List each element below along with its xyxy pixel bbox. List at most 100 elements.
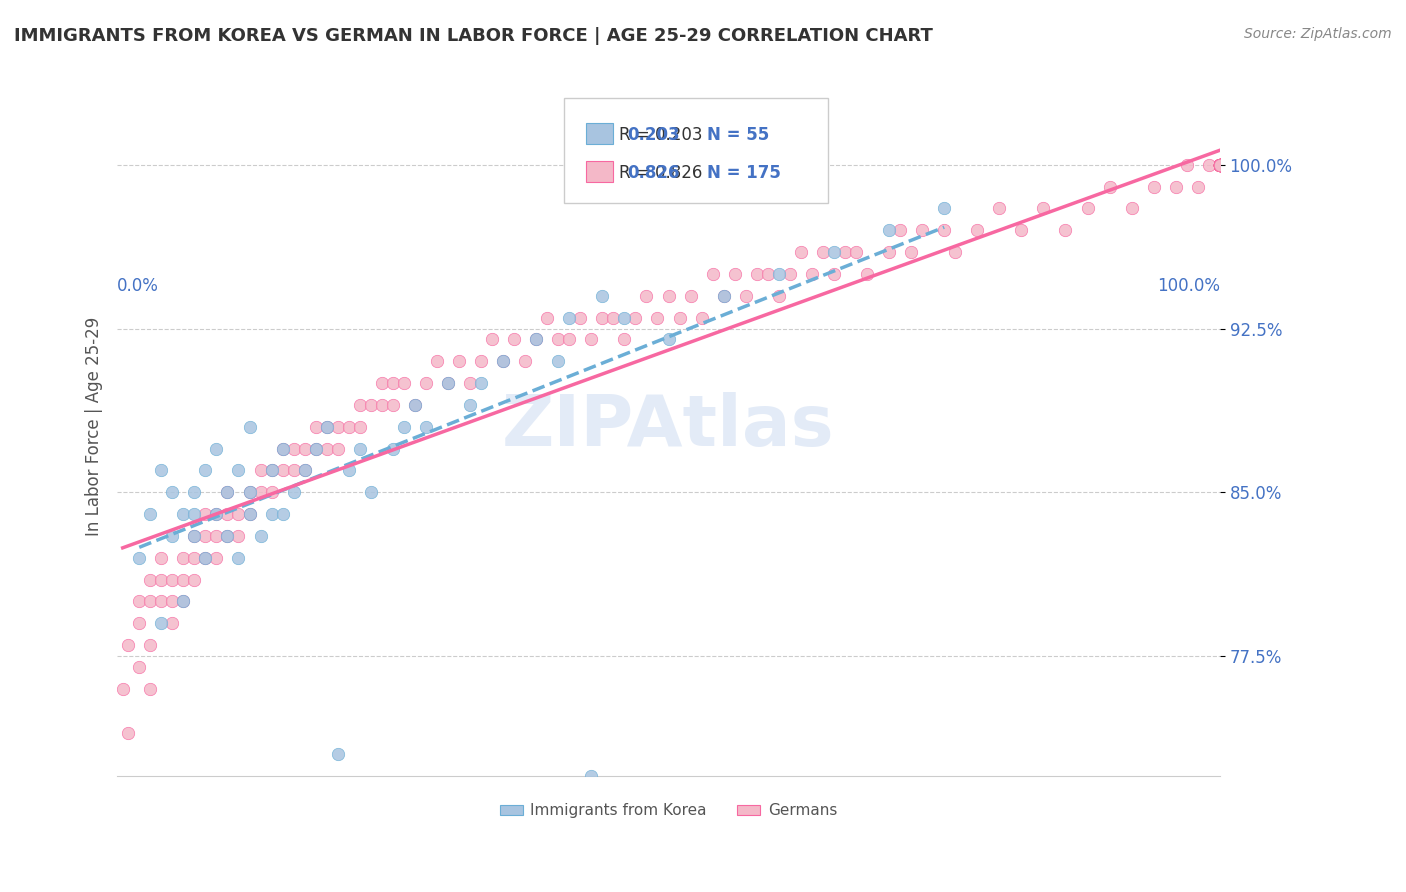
Point bbox=[349, 398, 371, 412]
Point bbox=[337, 463, 360, 477]
Point bbox=[260, 463, 283, 477]
Point bbox=[326, 442, 349, 456]
Point bbox=[1209, 158, 1232, 172]
Point bbox=[966, 223, 988, 237]
Point bbox=[1209, 158, 1232, 172]
Point bbox=[183, 485, 205, 500]
Point bbox=[1209, 158, 1232, 172]
Point bbox=[162, 594, 184, 608]
Point bbox=[381, 398, 404, 412]
Point bbox=[1164, 179, 1187, 194]
Point bbox=[1209, 158, 1232, 172]
Point bbox=[162, 529, 184, 543]
Point bbox=[1209, 158, 1232, 172]
Point bbox=[1121, 202, 1143, 216]
Point bbox=[657, 289, 679, 303]
Point bbox=[1209, 158, 1232, 172]
Point bbox=[238, 485, 260, 500]
Point bbox=[294, 463, 316, 477]
Point bbox=[1209, 158, 1232, 172]
FancyBboxPatch shape bbox=[586, 123, 613, 144]
Point bbox=[326, 419, 349, 434]
Text: R = 0.203: R = 0.203 bbox=[619, 126, 703, 144]
Point bbox=[315, 419, 337, 434]
Point bbox=[139, 638, 162, 652]
Point bbox=[1143, 179, 1166, 194]
Point bbox=[305, 442, 328, 456]
Point bbox=[856, 267, 879, 281]
Text: 0.0%: 0.0% bbox=[117, 277, 159, 294]
Point bbox=[1209, 158, 1232, 172]
Point bbox=[800, 267, 823, 281]
Point bbox=[228, 550, 250, 565]
Point bbox=[128, 594, 150, 608]
Point bbox=[1209, 158, 1232, 172]
Point bbox=[581, 769, 603, 783]
Point bbox=[150, 573, 173, 587]
Point bbox=[1209, 158, 1232, 172]
Point bbox=[1209, 158, 1232, 172]
Point bbox=[1209, 158, 1232, 172]
Point bbox=[668, 310, 690, 325]
Point bbox=[271, 442, 294, 456]
FancyBboxPatch shape bbox=[586, 161, 613, 182]
Point bbox=[613, 310, 636, 325]
Point bbox=[768, 289, 790, 303]
Point bbox=[823, 267, 845, 281]
Point bbox=[811, 245, 834, 260]
Point bbox=[139, 594, 162, 608]
Point bbox=[481, 333, 503, 347]
Point bbox=[1209, 158, 1232, 172]
Point bbox=[1209, 158, 1232, 172]
Point bbox=[1209, 158, 1232, 172]
Point bbox=[183, 573, 205, 587]
Point bbox=[547, 333, 569, 347]
Point bbox=[238, 507, 260, 521]
Point bbox=[150, 463, 173, 477]
Point bbox=[547, 354, 569, 368]
Point bbox=[1010, 223, 1032, 237]
Point bbox=[349, 419, 371, 434]
Point bbox=[194, 507, 217, 521]
Point bbox=[360, 398, 382, 412]
Point bbox=[150, 594, 173, 608]
Point bbox=[172, 573, 194, 587]
Point bbox=[877, 245, 900, 260]
Point bbox=[447, 354, 470, 368]
Point bbox=[360, 485, 382, 500]
Point bbox=[1209, 158, 1232, 172]
Point bbox=[1209, 158, 1232, 172]
Point bbox=[823, 245, 845, 260]
Point bbox=[1209, 158, 1232, 172]
Point bbox=[217, 507, 239, 521]
Point bbox=[111, 681, 134, 696]
Point bbox=[205, 442, 228, 456]
Text: ZIPAtlas: ZIPAtlas bbox=[502, 392, 835, 461]
Point bbox=[1209, 158, 1232, 172]
Point bbox=[217, 529, 239, 543]
Point bbox=[349, 442, 371, 456]
Point bbox=[1209, 158, 1232, 172]
Point bbox=[934, 223, 956, 237]
Point bbox=[1187, 179, 1209, 194]
Point bbox=[1209, 158, 1232, 172]
Point bbox=[988, 202, 1011, 216]
Point bbox=[1209, 158, 1232, 172]
FancyBboxPatch shape bbox=[564, 98, 828, 203]
Point bbox=[1209, 158, 1232, 172]
Point bbox=[162, 485, 184, 500]
Point bbox=[1209, 158, 1232, 172]
Point bbox=[139, 681, 162, 696]
Point bbox=[404, 398, 426, 412]
Text: 0.203: 0.203 bbox=[627, 126, 681, 144]
Point bbox=[1198, 158, 1220, 172]
Point bbox=[1175, 158, 1198, 172]
Text: R = 0.826: R = 0.826 bbox=[619, 164, 702, 182]
Point bbox=[1032, 202, 1054, 216]
Point bbox=[536, 310, 558, 325]
Point bbox=[779, 267, 801, 281]
Point bbox=[371, 398, 394, 412]
Point bbox=[437, 376, 460, 391]
Point bbox=[1209, 158, 1232, 172]
Point bbox=[1209, 158, 1232, 172]
